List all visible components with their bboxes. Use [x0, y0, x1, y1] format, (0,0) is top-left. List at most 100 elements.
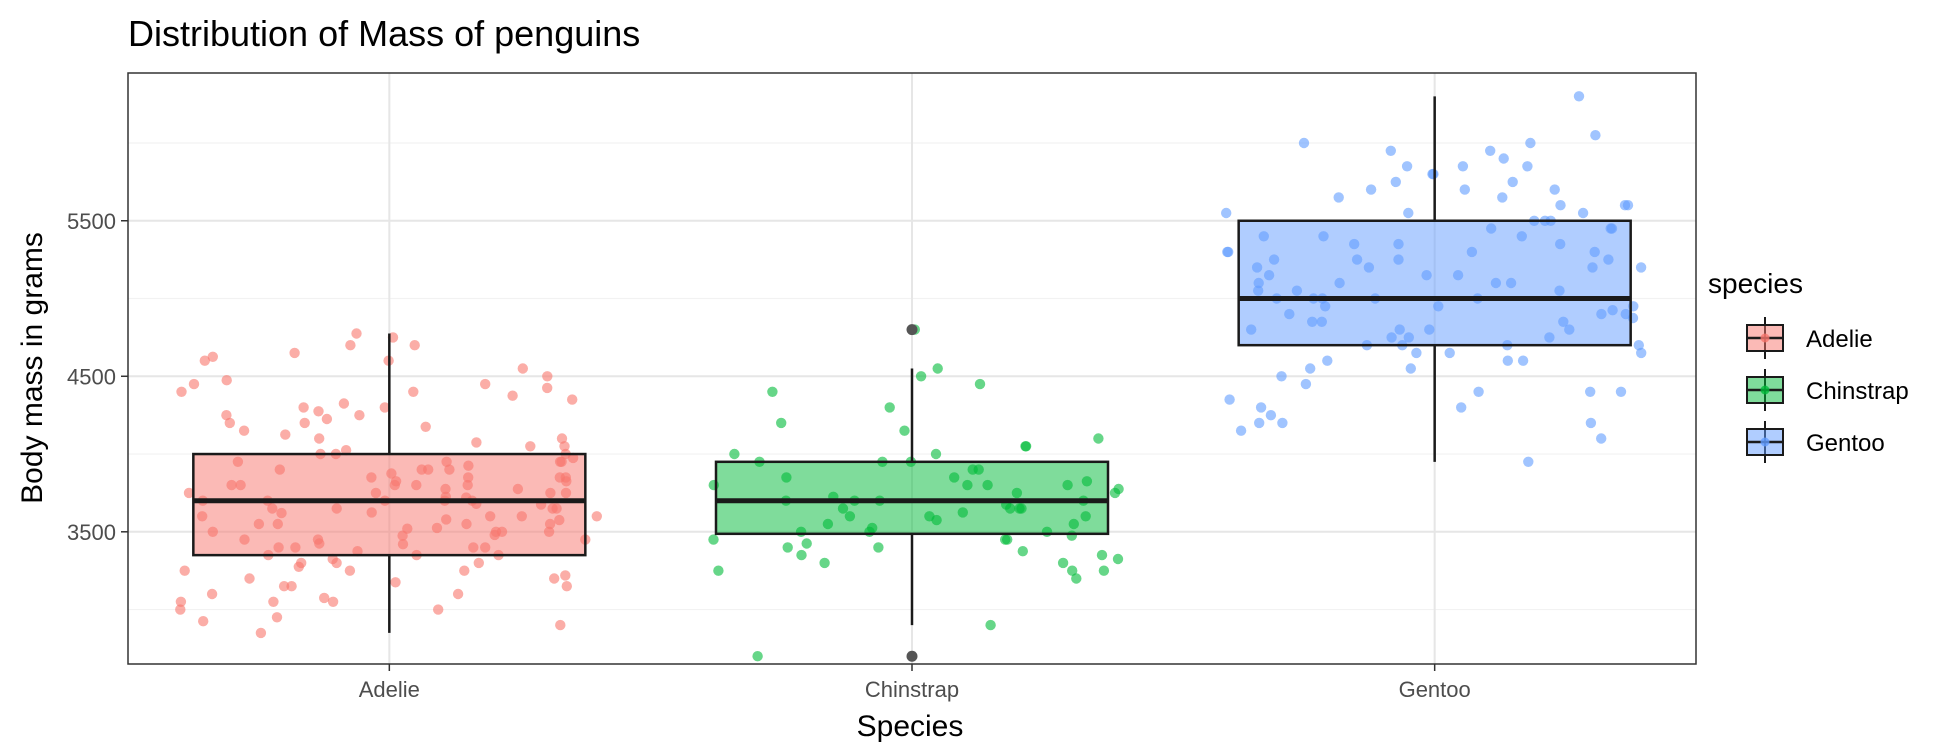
legend-key-point [1760, 437, 1770, 447]
data-point-gentoo [1254, 417, 1265, 429]
data-point-gentoo [1473, 386, 1484, 397]
legend-entry-gentoo: Gentoo [1746, 421, 1885, 463]
data-point-adelie [255, 627, 267, 639]
iqr-box [714, 460, 1110, 536]
data-point-adelie [176, 386, 187, 397]
data-point-gentoo [1427, 168, 1438, 180]
data-point-gentoo [1498, 153, 1509, 164]
legend-entry-adelie: Adelie [1746, 317, 1873, 359]
data-point-adelie [331, 557, 342, 569]
data-point-adelie [188, 378, 200, 390]
data-point-gentoo [1401, 161, 1413, 172]
data-point-adelie [542, 382, 553, 394]
data-point-gentoo [1305, 363, 1316, 374]
data-point-gentoo [1573, 91, 1585, 102]
y-tick-label: 5500 [67, 209, 116, 234]
data-point-adelie [471, 437, 482, 448]
data-point-chinstrap [776, 417, 787, 429]
data-point-chinstrap [1071, 573, 1082, 584]
data-point-adelie [238, 425, 250, 436]
data-point-gentoo [1522, 161, 1533, 172]
data-point-adelie [542, 371, 553, 382]
data-point-adelie [183, 487, 195, 499]
data-point-adelie [433, 604, 444, 615]
data-point-chinstrap [1067, 565, 1078, 576]
data-point-adelie [293, 561, 304, 572]
data-point-adelie [390, 577, 401, 588]
data-point-adelie [408, 386, 419, 397]
box-series [192, 96, 1632, 662]
x-tick-label: Chinstrap [865, 677, 959, 702]
legend-label: Gentoo [1806, 430, 1885, 457]
data-point-chinstrap [1020, 441, 1032, 452]
data-point-adelie [379, 402, 390, 413]
data-point-adelie [473, 557, 484, 569]
data-point-gentoo [1223, 246, 1234, 258]
data-point-adelie [198, 616, 209, 627]
data-point-adelie [459, 565, 470, 576]
legend-key-point [1760, 385, 1770, 395]
data-point-gentoo [1277, 417, 1288, 429]
data-point-chinstrap [1112, 553, 1124, 565]
legend-title: species [1708, 268, 1803, 299]
data-point-chinstrap [819, 557, 830, 569]
data-point-adelie [525, 441, 536, 452]
data-point-gentoo [1456, 402, 1467, 413]
data-point-gentoo [1265, 410, 1277, 421]
data-point-gentoo [1411, 347, 1422, 359]
data-point-adelie [327, 596, 339, 607]
data-point-adelie [556, 433, 568, 444]
data-point-adelie [299, 417, 310, 429]
data-point-adelie [345, 340, 356, 351]
data-point-gentoo [1457, 161, 1469, 172]
data-point-adelie [244, 573, 255, 584]
data-point-adelie [206, 588, 218, 600]
data-point-adelie [560, 570, 571, 581]
x-axis-title: Species [857, 710, 964, 743]
data-point-gentoo [1365, 184, 1377, 195]
data-point-gentoo [1221, 207, 1232, 219]
outlier-point [906, 324, 918, 336]
y-tick-label: 3500 [67, 520, 116, 545]
data-point-adelie [271, 612, 283, 623]
data-point-chinstrap [884, 402, 895, 413]
data-point-adelie [338, 398, 350, 409]
data-point-chinstrap [1057, 557, 1069, 569]
data-point-chinstrap [974, 378, 986, 390]
legend-label: Chinstrap [1806, 378, 1909, 405]
data-point-chinstrap [708, 534, 719, 545]
data-point-gentoo [1390, 176, 1402, 188]
data-point-gentoo [1585, 417, 1597, 429]
legend: species Adelie Chinstrap Gentoo [1708, 268, 1909, 463]
data-point-adelie [314, 433, 325, 444]
legend-entries: Adelie Chinstrap Gentoo [1746, 317, 1909, 463]
data-point-adelie [319, 592, 330, 604]
data-point-gentoo [1619, 200, 1631, 211]
data-point-adelie [286, 581, 297, 592]
data-point-adelie [207, 351, 218, 362]
data-point-gentoo [1497, 192, 1508, 203]
data-point-gentoo [1633, 340, 1645, 351]
data-point-adelie [452, 588, 464, 600]
data-point-chinstrap [932, 363, 943, 374]
data-point-gentoo [1255, 402, 1267, 413]
data-point-gentoo [1403, 207, 1414, 219]
data-point-chinstrap [752, 651, 763, 662]
data-point-adelie [591, 511, 602, 522]
data-point-adelie [298, 402, 309, 413]
data-point-adelie [480, 378, 491, 390]
box-adelie [192, 333, 587, 633]
data-point-adelie [354, 410, 365, 421]
data-point-adelie [420, 421, 431, 432]
data-point-adelie [179, 565, 190, 576]
y-tick-label: 4500 [67, 364, 116, 389]
data-point-chinstrap [1098, 565, 1110, 576]
data-point-chinstrap [796, 549, 807, 561]
data-point-gentoo [1385, 145, 1397, 156]
data-point-adelie [199, 355, 210, 366]
iqr-box [192, 452, 587, 557]
data-point-adelie [221, 410, 232, 421]
x-tick-label: Gentoo [1399, 677, 1471, 702]
data-point-adelie [344, 565, 356, 576]
